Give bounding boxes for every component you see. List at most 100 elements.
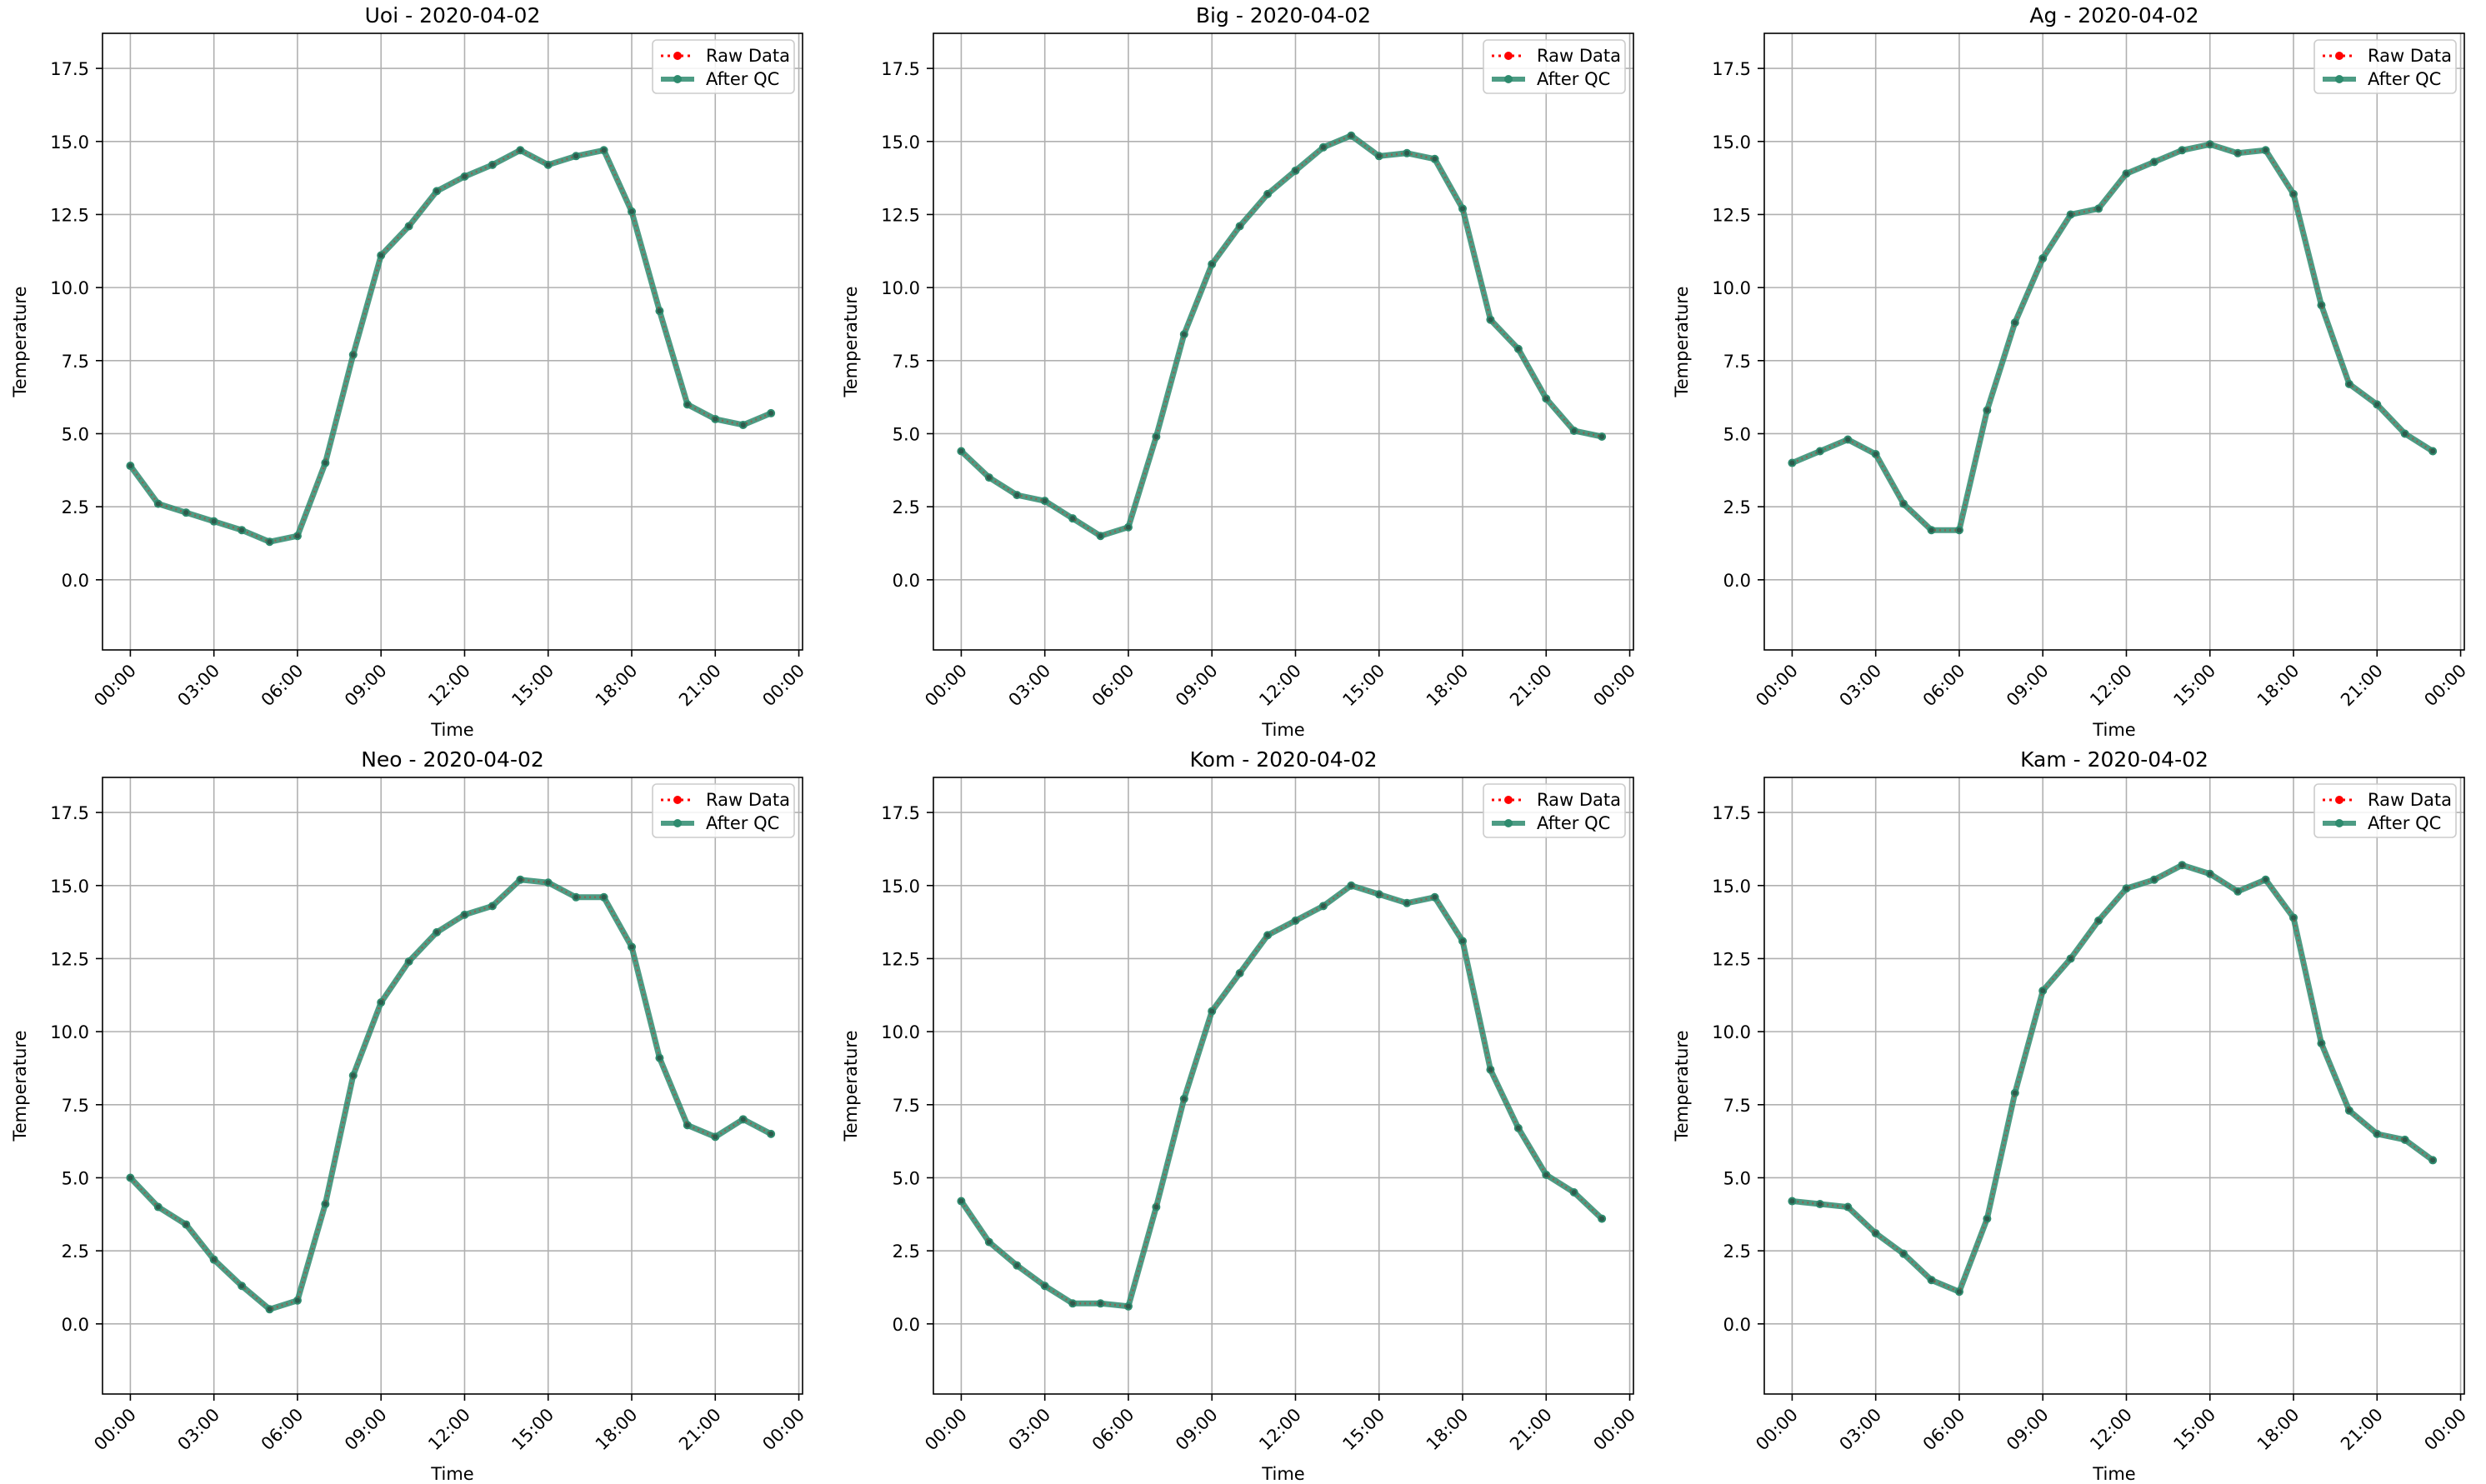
y-tick-label: 15.0 [50, 132, 89, 152]
point-raw-data [713, 416, 718, 422]
x-tick-label: 15:00 [2170, 661, 2220, 711]
legend-label-raw-data: Raw Data [706, 790, 790, 810]
legend-marker-after-qc [673, 819, 682, 827]
y-tick-label: 5.0 [1723, 1168, 1751, 1188]
point-raw-data [2207, 142, 2213, 147]
point-raw-data [1956, 527, 1962, 533]
axes-frame [102, 777, 803, 1395]
legend-marker-after-qc [2335, 75, 2343, 83]
point-raw-data [1014, 492, 1020, 498]
legend-label-raw-data: Raw Data [2368, 46, 2452, 66]
x-tick-label: 09:00 [2003, 1405, 2053, 1455]
point-raw-data [489, 903, 495, 909]
point-raw-data [128, 463, 133, 469]
legend-marker-raw-data [1504, 796, 1513, 804]
point-raw-data [1320, 144, 1326, 150]
y-tick-label: 5.0 [893, 424, 920, 444]
point-raw-data [1543, 1172, 1549, 1177]
series-after-qc-markers [126, 146, 776, 547]
point-raw-data [2012, 320, 2018, 326]
grid [1764, 777, 2464, 1394]
point-raw-data [2123, 886, 2129, 892]
point-raw-data [434, 188, 440, 194]
point-raw-data [2291, 191, 2297, 197]
legend-marker-after-qc [673, 75, 682, 83]
x-tick-label: 03:00 [173, 661, 223, 711]
point-raw-data [2068, 956, 2073, 962]
x-axis: 00:00 03:00 06:00 09:00 12:00 15:00 18:00 21:00… [90, 650, 808, 710]
point-raw-data [128, 1175, 133, 1181]
x-tick-label: 06:00 [258, 1405, 308, 1455]
x-tick-label: 15:00 [2170, 1405, 2220, 1455]
x-axis: 00:00 03:00 06:00 09:00 12:00 15:00 18:00 21:00… [921, 1394, 1639, 1454]
x-axis-label: Time [2092, 1464, 2135, 1484]
grid [1764, 33, 2464, 650]
legend-marker-after-qc [1504, 819, 1513, 827]
point-raw-data [573, 153, 579, 159]
x-axis: 00:00 03:00 06:00 09:00 12:00 15:00 18:00 21:00… [90, 1394, 808, 1454]
y-tick-label: 0.0 [1723, 1315, 1751, 1335]
x-tick-label: 21:00 [2337, 1405, 2387, 1455]
point-raw-data [1599, 1216, 1605, 1222]
x-tick-label: 03:00 [1004, 661, 1054, 711]
x-tick-label: 12:00 [1255, 661, 1305, 711]
x-tick-label: 21:00 [1506, 1405, 1556, 1455]
point-raw-data [2346, 1107, 2352, 1113]
legend-label-after-qc: After QC [706, 813, 779, 833]
point-raw-data [684, 1122, 690, 1128]
point-raw-data [1901, 1251, 1907, 1257]
point-raw-data [1014, 1262, 1020, 1268]
subplot-title: Neo - 2020-04-02 [361, 747, 544, 772]
legend-label-raw-data: Raw Data [706, 46, 790, 66]
point-raw-data [2012, 1090, 2018, 1096]
subplot-title: Uoi - 2020-04-02 [365, 3, 541, 27]
x-tick-label: 06:00 [1919, 1405, 1969, 1455]
x-tick-label: 00:00 [90, 1405, 140, 1455]
y-tick-label: 7.5 [62, 352, 89, 372]
x-tick-label: 09:00 [1172, 1405, 1222, 1455]
x-tick-label: 00:00 [921, 661, 971, 711]
x-tick-label: 12:00 [1255, 1405, 1305, 1455]
point-raw-data [1873, 1231, 1878, 1237]
point-raw-data [1098, 1301, 1103, 1307]
point-raw-data [629, 208, 635, 214]
series-after-qc-markers [1788, 861, 2438, 1297]
legend-label-raw-data: Raw Data [1537, 790, 1621, 810]
x-tick-label: 00:00 [1752, 661, 1802, 711]
x-tick-label: 00:00 [758, 1405, 808, 1455]
point-raw-data [573, 894, 579, 900]
point-raw-data [958, 448, 964, 454]
y-tick-label: 5.0 [893, 1168, 920, 1188]
x-tick-label: 18:00 [592, 1405, 642, 1455]
subplot-3: 0.0 2.5 5.0 7.5 10.0 12.5 15.0 17.5 00:00 03:00 06… [1672, 3, 2470, 740]
point-raw-data [713, 1134, 718, 1140]
x-tick-label: 06:00 [1088, 661, 1138, 711]
point-raw-data [2123, 171, 2129, 177]
grid [103, 777, 803, 1394]
point-raw-data [657, 1055, 663, 1061]
point-raw-data [986, 1239, 992, 1245]
point-raw-data [1460, 938, 1466, 944]
x-tick-label: 12:00 [424, 661, 474, 711]
series-line-after-qc [1788, 862, 2436, 1295]
point-raw-data [1928, 527, 1934, 533]
point-raw-data [1070, 516, 1076, 522]
x-tick-label: 15:00 [1339, 1405, 1389, 1455]
point-raw-data [1265, 932, 1271, 938]
series-line-after-qc [127, 877, 774, 1312]
point-raw-data [378, 1000, 384, 1006]
point-raw-data [155, 501, 161, 507]
y-axis-label: Temperature [10, 1030, 30, 1142]
point-raw-data [2318, 302, 2324, 308]
y-tick-label: 2.5 [1723, 497, 1751, 517]
series-raw-data-markers [958, 132, 1605, 539]
series-line-raw-data [1792, 863, 2433, 1293]
x-tick-label: 18:00 [1423, 1405, 1473, 1455]
axes-frame [933, 32, 1634, 651]
grid [103, 33, 803, 650]
legend-marker-raw-data [673, 52, 682, 60]
y-tick-label: 0.0 [62, 571, 89, 591]
series-line-after-qc [958, 882, 1605, 1310]
y-tick-label: 2.5 [893, 497, 920, 517]
series-raw-data-markers [958, 882, 1605, 1309]
